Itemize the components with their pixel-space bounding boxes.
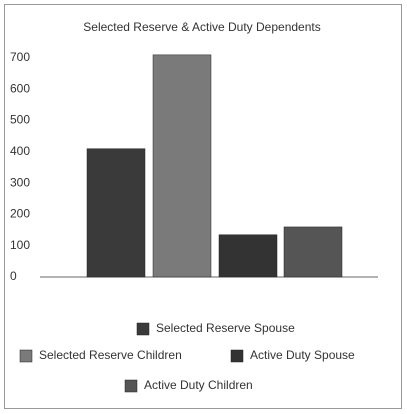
legend-swatch <box>230 349 244 363</box>
y-tick-label: 600 <box>10 81 30 95</box>
legend-label: Active Duty Children <box>144 378 253 392</box>
y-tick-label: 500 <box>10 113 30 127</box>
chart-title: Selected Reserve & Active Duty Dependent… <box>83 20 320 34</box>
legend-swatch <box>124 379 138 393</box>
bar <box>218 234 278 278</box>
bar <box>152 54 212 278</box>
y-tick-label: 200 <box>10 207 30 221</box>
y-tick-label: 100 <box>10 238 30 252</box>
y-tick-label: 300 <box>10 175 30 189</box>
legend-swatch <box>19 349 33 363</box>
bar <box>283 226 343 278</box>
legend-label: Selected Reserve Spouse <box>156 321 295 335</box>
legend-label: Selected Reserve Children <box>39 348 182 362</box>
y-tick-label: 400 <box>10 144 30 158</box>
legend-label: Active Duty Spouse <box>250 348 355 362</box>
bar <box>86 148 146 278</box>
legend-swatch <box>136 322 150 336</box>
y-tick-label: 700 <box>10 50 30 64</box>
y-tick-label: 0 <box>10 269 17 283</box>
